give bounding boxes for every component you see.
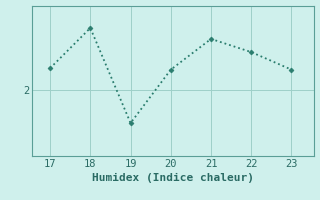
X-axis label: Humidex (Indice chaleur): Humidex (Indice chaleur) [92,173,254,183]
